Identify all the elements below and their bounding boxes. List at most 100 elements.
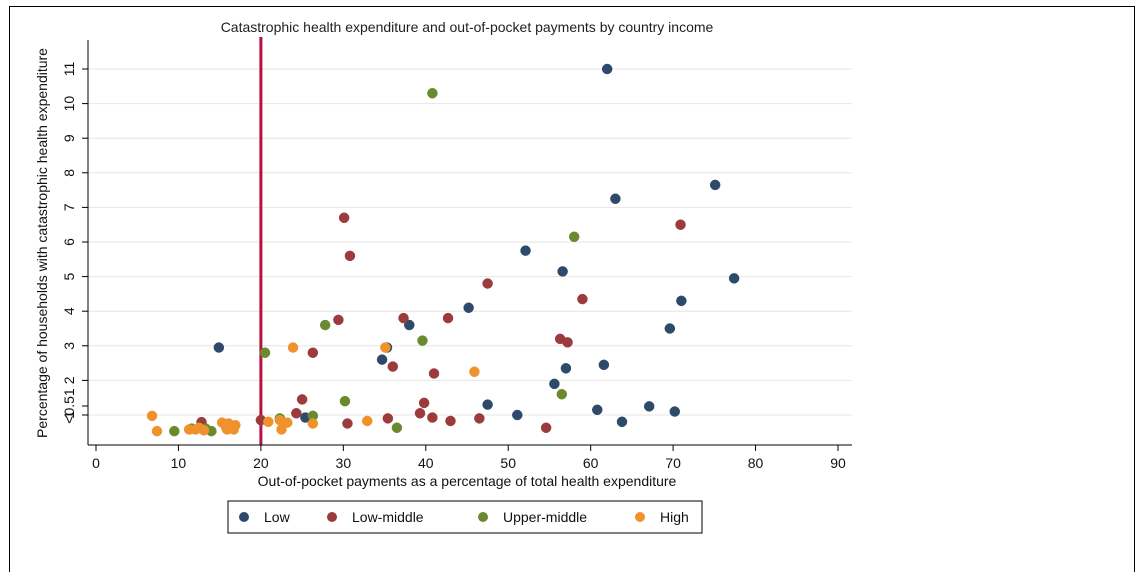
point-high	[146, 410, 158, 422]
point-low	[728, 273, 740, 284]
point-low	[557, 266, 568, 277]
y-tick-label: 3	[61, 342, 77, 350]
chart-title: Catastrophic health expenditure and out-…	[221, 19, 714, 35]
point-low	[512, 409, 523, 421]
point-low	[598, 359, 610, 371]
y-tick-label: 11	[61, 62, 77, 77]
point-upper-middle	[427, 87, 438, 99]
figure-frame	[9, 6, 1135, 572]
point-low	[482, 399, 493, 410]
point-upper-middle	[568, 231, 580, 243]
y-tick-label: <0.51	[61, 388, 77, 424]
point-high	[198, 425, 210, 436]
point-low	[463, 302, 474, 313]
point-low	[669, 406, 681, 417]
y-tick-label: 6	[61, 238, 77, 246]
point-low-middle	[296, 394, 308, 405]
point-low	[592, 404, 603, 416]
y-axis-title: Percentage of households with catastroph…	[34, 48, 50, 438]
point-upper-middle	[556, 388, 568, 400]
point-low-middle	[414, 408, 426, 419]
legend-marker-high	[635, 512, 645, 522]
legend-box	[227, 500, 703, 534]
point-low-middle	[427, 412, 438, 423]
point-low-middle	[342, 418, 353, 429]
point-high	[380, 342, 391, 353]
gridlines	[88, 68, 852, 416]
x-tick-label: 20	[253, 455, 269, 471]
x-tick-label: 60	[583, 455, 599, 471]
point-low-middle	[387, 361, 399, 372]
legend-label-low: Low	[264, 509, 291, 525]
point-low	[560, 363, 572, 374]
y-tick-label: 1	[61, 411, 77, 419]
x-axis-title: Out-of-pocket payments as a percentage o…	[258, 473, 677, 489]
y-tick-label: 8	[61, 169, 77, 177]
point-low	[616, 416, 628, 428]
x-tick-label: 50	[500, 455, 516, 471]
y-tick-label: 7	[61, 203, 77, 211]
x-tick-label: 10	[171, 455, 187, 471]
point-low-middle	[474, 413, 485, 424]
point-low	[664, 323, 676, 334]
point-low-middle	[333, 314, 344, 326]
point-low-middle	[675, 219, 686, 230]
x-tick-label: 80	[748, 455, 764, 471]
y-tick-label: 2	[61, 376, 77, 384]
x-tick-label: 70	[665, 455, 681, 471]
legend-items: Low Low-middle Upper-middle High	[239, 509, 689, 525]
point-low-middle	[540, 422, 552, 433]
point-high	[361, 415, 373, 427]
point-low-middle	[445, 415, 456, 427]
point-low	[213, 342, 225, 353]
point-low	[520, 245, 531, 256]
point-low	[376, 354, 388, 365]
point-high	[287, 342, 299, 353]
point-high	[151, 425, 163, 437]
point-low	[709, 179, 721, 191]
point-low-middle	[291, 408, 302, 419]
x-tick-label: 90	[830, 455, 846, 471]
point-low-middle	[428, 368, 440, 379]
legend-label-upper-middle: Upper-middle	[503, 509, 587, 525]
point-upper-middle	[169, 425, 180, 437]
point-low-middle	[307, 347, 319, 358]
point-low-middle	[482, 278, 493, 289]
point-low-middle	[398, 312, 409, 324]
axes: <0.511 2 3 4 5 6 7 8 9 10 11 0 10 20 30 40 50 60 70 80 90	[61, 40, 852, 471]
x-tick-label: 40	[418, 455, 434, 471]
y-tick-label: 4	[61, 307, 77, 315]
point-low-middle	[418, 397, 430, 409]
point-low	[643, 401, 655, 412]
x-tick-label: 30	[336, 455, 352, 471]
point-low	[610, 193, 621, 204]
point-upper-middle	[391, 422, 403, 433]
point-upper-middle	[259, 347, 271, 358]
point-upper-middle	[339, 395, 351, 407]
point-low	[404, 319, 415, 331]
legend-marker-low-middle	[327, 512, 337, 522]
y-tick-label: 9	[61, 134, 77, 142]
point-low-middle	[577, 293, 588, 305]
legend-marker-upper-middle	[478, 512, 488, 522]
point-low-middle	[382, 413, 394, 424]
point-high	[228, 424, 239, 435]
point-upper-middle	[417, 335, 428, 346]
point-low-middle	[344, 250, 356, 262]
point-high	[469, 366, 480, 377]
point-low	[676, 295, 687, 307]
legend-label-high: High	[660, 509, 689, 525]
y-tick-label: 5	[61, 272, 77, 280]
point-low	[601, 63, 613, 75]
points-layer	[146, 63, 740, 437]
legend-marker-low	[239, 512, 249, 522]
point-low-middle	[562, 337, 573, 348]
point-upper-middle	[319, 319, 331, 331]
point-low-middle	[338, 212, 350, 224]
point-low	[549, 378, 560, 390]
chart-background	[23, 12, 861, 544]
point-low-middle	[442, 312, 454, 324]
point-high	[307, 418, 319, 429]
point-high	[282, 417, 293, 428]
